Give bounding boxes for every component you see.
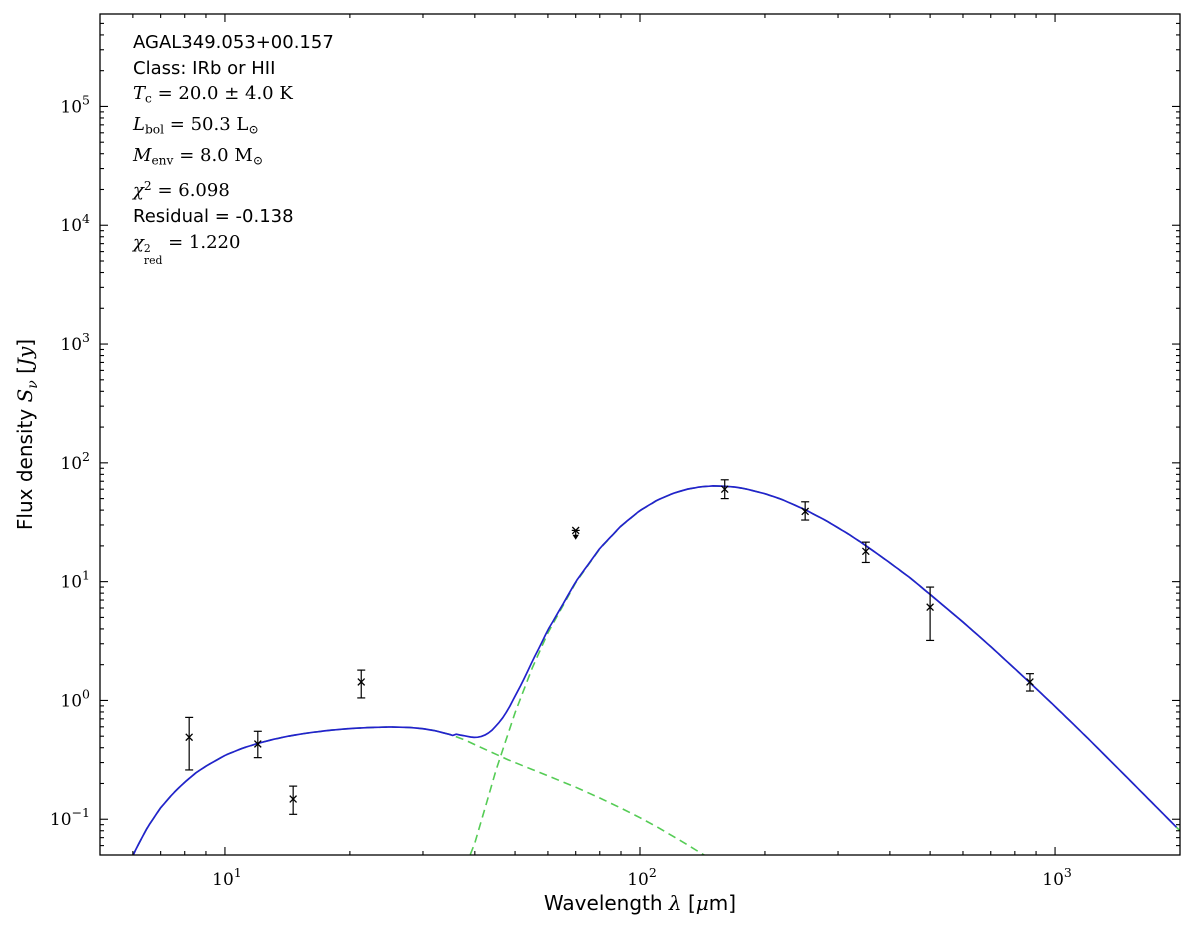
x-tick-label: 103 bbox=[1042, 865, 1072, 890]
data-point bbox=[357, 669, 366, 699]
x-marker bbox=[571, 526, 580, 535]
text-segment: AGAL349.053+00.157 bbox=[133, 32, 334, 53]
y-tick-label: 101 bbox=[60, 568, 90, 593]
x-marker bbox=[926, 603, 934, 612]
data-point bbox=[801, 501, 810, 521]
annotation-line-3: Lbol = 50.3 L⊙ bbox=[133, 112, 334, 143]
y-tick-label: 105 bbox=[60, 92, 90, 117]
data-point bbox=[861, 541, 870, 564]
curves-layer bbox=[132, 485, 1180, 855]
text-segment: ⊙ bbox=[248, 122, 259, 137]
text-segment: Class: IRb or HII bbox=[133, 57, 276, 79]
text-segment: = 50.3 L bbox=[164, 114, 249, 136]
x-marker bbox=[801, 507, 810, 516]
text-segment: L bbox=[133, 114, 145, 136]
annotation-line-1: Class: IRb or HII bbox=[133, 56, 334, 82]
annotation-line-6: Residual = -0.138 bbox=[133, 204, 334, 230]
data-point bbox=[720, 479, 729, 500]
data-point bbox=[571, 526, 580, 540]
text-segment: = 1.220 bbox=[162, 231, 241, 253]
x-tick-label: 101 bbox=[212, 865, 242, 890]
x-marker bbox=[253, 740, 262, 748]
text-segment: = 6.098 bbox=[151, 180, 230, 202]
text-segment: χ bbox=[133, 180, 144, 202]
data-points-layer bbox=[185, 479, 1034, 815]
data-point bbox=[185, 716, 194, 771]
text-segment: T bbox=[133, 83, 146, 105]
text-segment: env bbox=[151, 153, 174, 168]
annotation-line-2: Tc = 20.0 ± 4.0 K bbox=[133, 81, 334, 112]
x-marker bbox=[289, 795, 298, 803]
data-point bbox=[926, 586, 935, 642]
x-tick-label: 102 bbox=[627, 865, 657, 890]
text-segment: 2 bbox=[143, 179, 152, 194]
text-segment: M bbox=[133, 145, 152, 167]
annotation-line-4: Menv = 8.0 M⊙ bbox=[133, 143, 334, 174]
x-axis-label: Wavelength λ [μm] bbox=[544, 891, 736, 915]
annotation-line-0: AGAL349.053+00.157 bbox=[133, 30, 334, 56]
x-marker bbox=[357, 678, 366, 686]
data-point bbox=[1025, 673, 1034, 692]
cold-component-curve bbox=[469, 485, 1180, 855]
x-marker bbox=[720, 485, 729, 494]
math-sup-sub-stack: 2 red bbox=[143, 242, 163, 267]
upper-limit-arrow-icon bbox=[572, 534, 579, 540]
y-axis-label: Flux density Sν [Jy] bbox=[13, 339, 41, 530]
text-segment: bol bbox=[144, 122, 165, 137]
text-segment: χ bbox=[133, 231, 144, 253]
text-segment: = 20.0 ± 4.0 K bbox=[151, 83, 293, 105]
data-point bbox=[289, 785, 298, 815]
ticks-layer bbox=[100, 14, 1180, 855]
y-tick-label: 103 bbox=[60, 330, 90, 355]
x-marker bbox=[185, 733, 194, 742]
y-tick-label: 104 bbox=[60, 211, 90, 236]
annotation-line-5: χ2 = 6.098 bbox=[133, 174, 334, 204]
x-marker bbox=[861, 547, 870, 556]
annotation-block: AGAL349.053+00.157 Class: IRb or HII Tc = … bbox=[133, 30, 334, 266]
text-segment: c bbox=[145, 91, 152, 106]
y-tick-label: 10−1 bbox=[50, 805, 90, 830]
text-segment: ⊙ bbox=[252, 153, 264, 168]
x-marker bbox=[1026, 678, 1034, 686]
annotation-line-7: χ 2 red = 1.220 bbox=[133, 230, 334, 267]
text-segment: = 8.0 M bbox=[173, 145, 253, 167]
text-segment: Residual = -0.138 bbox=[133, 205, 294, 227]
total-model-curve bbox=[132, 485, 1178, 855]
y-tick-label: 102 bbox=[60, 449, 90, 474]
data-point bbox=[253, 730, 262, 759]
y-tick-label: 100 bbox=[60, 686, 90, 711]
